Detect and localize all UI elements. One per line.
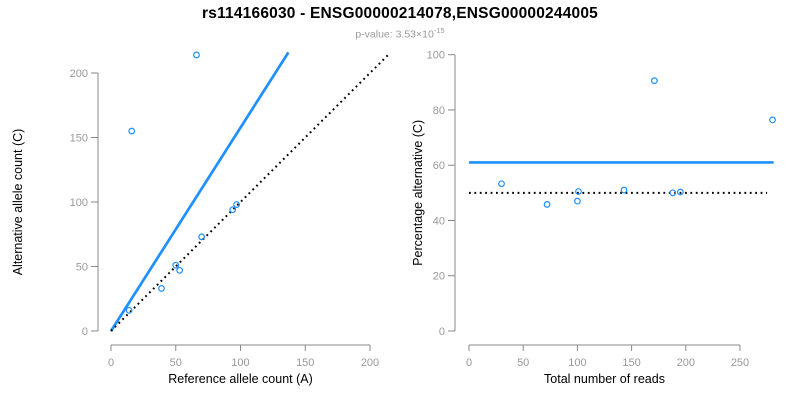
p-value-subtitle: p-value: 3.53×10-15: [0, 26, 800, 41]
p-value-exponent: -15: [433, 26, 445, 35]
x-tick-label: 100: [568, 357, 586, 369]
data-point: [158, 285, 165, 292]
data-point: [650, 77, 658, 85]
y-tick-label: 40: [433, 215, 445, 227]
data-point: [669, 189, 677, 197]
x-tick-label: 250: [731, 357, 749, 369]
x-tick-label: 0: [466, 357, 472, 369]
x-tick-label: 200: [677, 357, 695, 369]
x-tick-label: 100: [231, 357, 249, 369]
fitted-ratio-line: [109, 51, 290, 332]
y-axis-title: Alternative allele count (C): [11, 129, 25, 276]
x-tick-label: 0: [108, 357, 114, 369]
page-title: rs114166030 - ENSG00000214078,ENSG000002…: [202, 5, 598, 22]
p-value-text: p-value: 3.53×10: [355, 28, 434, 41]
data-point: [193, 51, 200, 59]
data-point: [128, 127, 136, 135]
data-point: [125, 306, 133, 314]
y-tick-label: 200: [70, 68, 88, 80]
x-axis-title: Total number of reads: [544, 372, 665, 386]
x-axis: 0 50 100 150 200 250 Total number of reads: [466, 344, 749, 386]
data-point: [676, 188, 684, 196]
y-tick-label: 150: [70, 133, 88, 145]
y-tick-label: 50: [76, 262, 88, 274]
data-point: [573, 197, 581, 205]
data-points: [498, 77, 776, 208]
x-axis: 0 50 100 150 200 Reference allele count (A): [108, 344, 379, 386]
data-point: [198, 233, 206, 241]
data-point: [229, 206, 237, 214]
left-scatter-plot: 0 50 100 150 200 Reference allele count (A) 0 5…: [11, 51, 389, 386]
data-point: [176, 266, 184, 274]
y-tick-label: 100: [427, 50, 445, 62]
x-tick-label: 50: [517, 357, 529, 369]
data-point: [172, 261, 180, 269]
data-points: [125, 51, 241, 314]
y-tick-label: 0: [439, 326, 445, 338]
x-axis-title: Reference allele count (A): [168, 372, 313, 386]
y-tick-label: 80: [433, 105, 445, 117]
y-tick-label: 60: [433, 160, 445, 172]
data-point: [233, 201, 241, 208]
identity-line: [110, 54, 389, 332]
y-tick-label: 0: [82, 326, 88, 338]
x-tick-label: 50: [170, 357, 182, 369]
x-tick-label: 200: [361, 357, 379, 369]
y-tick-label: 100: [70, 197, 88, 209]
x-tick-label: 150: [296, 357, 314, 369]
plot-header: rs114166030 - ENSG00000214078,ENSG000002…: [0, 5, 800, 41]
y-tick-label: 20: [433, 271, 445, 283]
y-axis-title: Percentage alternative (C): [411, 120, 425, 266]
data-point: [769, 116, 776, 124]
data-point: [575, 188, 582, 195]
y-axis: 0 50 100 150 200 Alternative allele count (C): [11, 68, 99, 338]
data-point: [620, 186, 628, 194]
data-point: [543, 201, 551, 208]
right-scatter-plot: 0 50 100 150 200 250 Total number of reads 0 20 4…: [411, 50, 776, 386]
y-axis: 0 20 40 60 80 100 Percentage alternative (C): [411, 50, 456, 338]
x-tick-label: 150: [622, 357, 640, 369]
data-point: [498, 180, 505, 188]
